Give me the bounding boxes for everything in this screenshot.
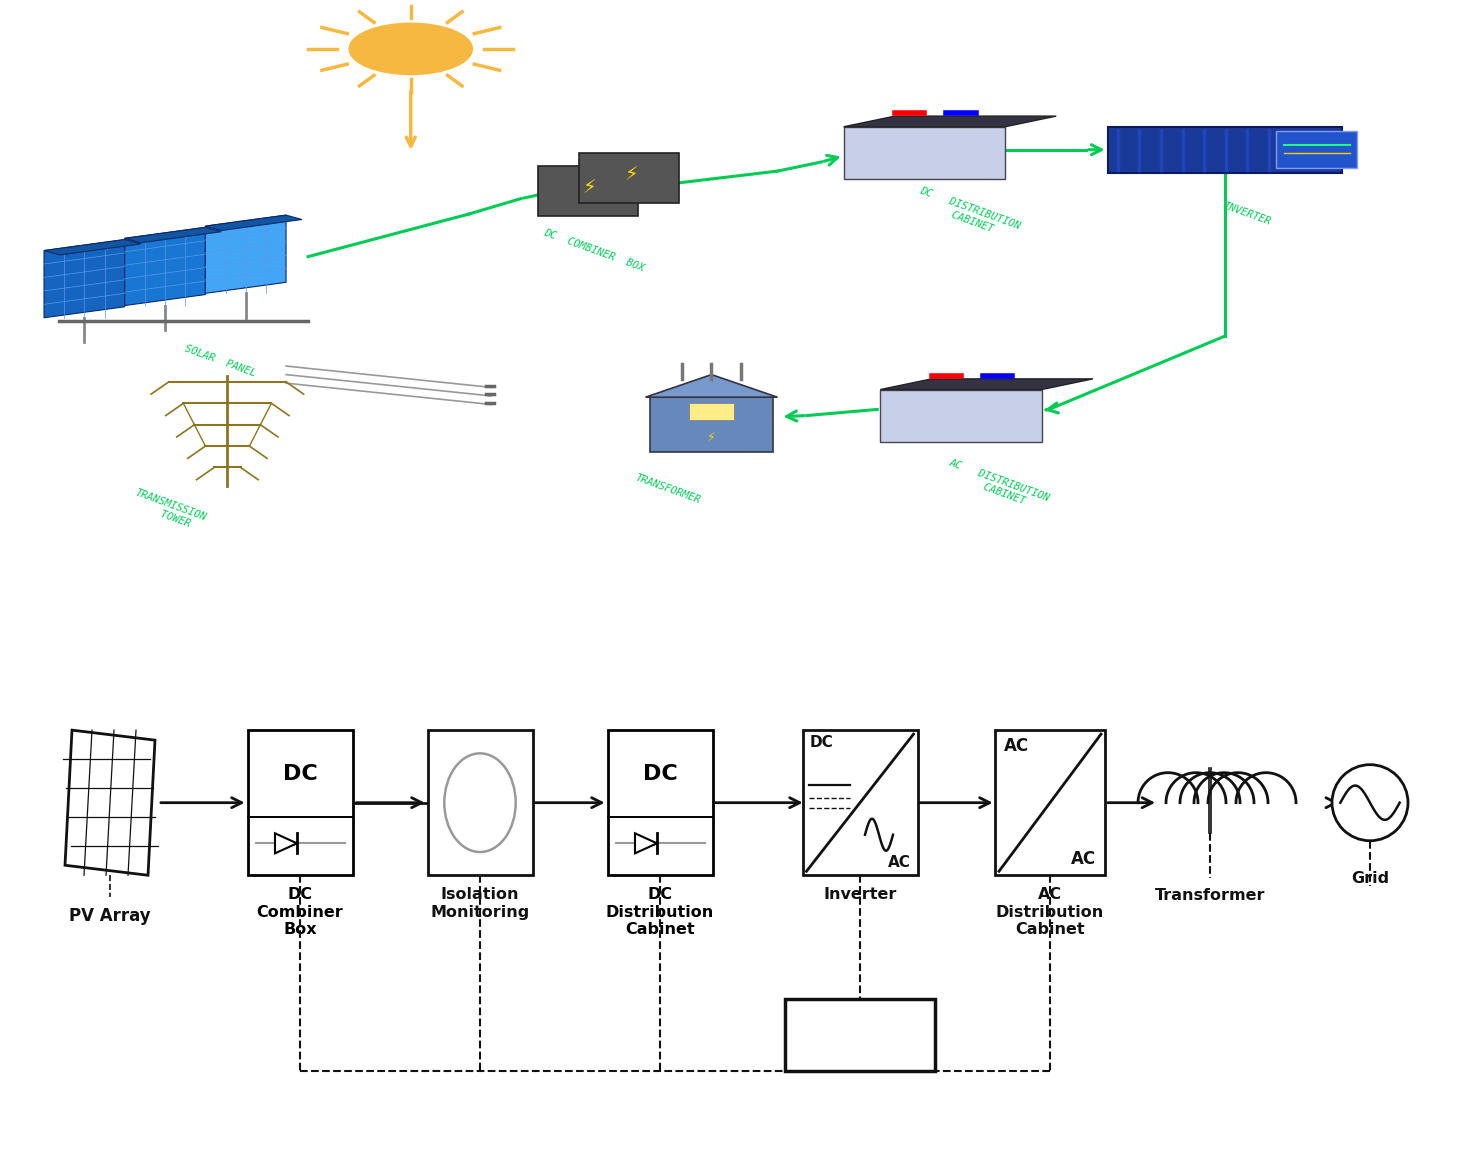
Polygon shape — [125, 227, 222, 243]
Polygon shape — [880, 390, 1042, 442]
Text: DC
Combiner
Box: DC Combiner Box — [257, 888, 343, 937]
Polygon shape — [635, 834, 657, 853]
Text: DC: DC — [643, 763, 678, 784]
Circle shape — [1332, 764, 1408, 841]
Text: Monitoring
System: Monitoring System — [805, 1016, 915, 1054]
Polygon shape — [844, 127, 1005, 179]
Text: AC   DISTRIBUTION
   CABINET: AC DISTRIBUTION CABINET — [943, 458, 1052, 514]
Text: Inverter: Inverter — [823, 888, 896, 903]
Text: AC: AC — [1071, 850, 1096, 868]
Polygon shape — [274, 834, 296, 853]
Text: TRANSFORMER: TRANSFORMER — [634, 473, 701, 505]
Polygon shape — [65, 730, 156, 875]
Bar — [248, 730, 352, 875]
Bar — [427, 730, 533, 875]
Bar — [579, 152, 679, 203]
Text: AC
Distribution
Cabinet: AC Distribution Cabinet — [996, 888, 1105, 937]
Bar — [538, 166, 638, 217]
Text: SOLAR  PANEL: SOLAR PANEL — [183, 344, 257, 378]
Text: ⚡: ⚡ — [623, 165, 638, 184]
Bar — [650, 397, 773, 452]
Bar — [1108, 127, 1342, 173]
Text: INVERTER: INVERTER — [1222, 201, 1272, 227]
Polygon shape — [205, 216, 302, 231]
Text: DC   DISTRIBUTION
  CABINET: DC DISTRIBUTION CABINET — [914, 186, 1022, 242]
Text: AC: AC — [888, 856, 911, 871]
Text: DC  COMBINER  BOX: DC COMBINER BOX — [543, 227, 645, 273]
Bar — [802, 730, 917, 875]
Text: AC: AC — [1003, 737, 1030, 755]
Polygon shape — [645, 375, 778, 397]
Text: ⚡: ⚡ — [707, 430, 716, 444]
Text: ⚡: ⚡ — [582, 179, 597, 197]
Text: DC
Distribution
Cabinet: DC Distribution Cabinet — [606, 888, 714, 937]
Text: TRANSMISSION
   TOWER: TRANSMISSION TOWER — [129, 488, 208, 533]
Text: Grid: Grid — [1351, 871, 1389, 886]
Bar — [995, 730, 1105, 875]
Polygon shape — [844, 116, 1056, 127]
Text: Transformer: Transformer — [1155, 888, 1265, 903]
Text: PV Array: PV Array — [69, 907, 151, 926]
Polygon shape — [125, 227, 205, 306]
Polygon shape — [44, 240, 125, 318]
Text: DC: DC — [283, 763, 317, 784]
Text: DC: DC — [810, 736, 833, 751]
Bar — [1276, 131, 1357, 168]
Bar — [689, 402, 734, 420]
Polygon shape — [205, 216, 286, 293]
Polygon shape — [880, 379, 1093, 390]
Polygon shape — [44, 240, 141, 255]
Circle shape — [349, 23, 472, 75]
Text: Isolation
Monitoring: Isolation Monitoring — [430, 888, 530, 920]
Ellipse shape — [445, 753, 516, 852]
Bar — [785, 998, 934, 1071]
Bar — [607, 730, 713, 875]
